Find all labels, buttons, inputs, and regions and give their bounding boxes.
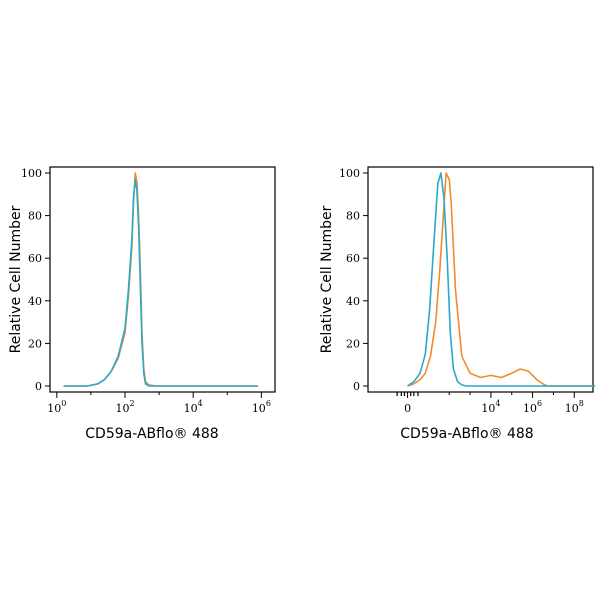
y-tick-label: 0: [35, 380, 42, 393]
y-tick-label: 40: [346, 295, 360, 308]
x-tick-label: 106: [252, 399, 271, 415]
x-tick-label: 100: [47, 399, 66, 415]
x-axis-label: CD59a-ABflo® 488: [400, 426, 533, 442]
chart-panel-1: 0 20 40 60 80 100 100 102 104 106 CD59a-ABflo® 488…: [8, 166, 276, 442]
plot-frame: [367, 166, 594, 393]
x-tick-label: 104: [481, 399, 500, 415]
x-axis-label: CD59a-ABflo® 488: [85, 426, 218, 442]
x-tick-label: 106: [523, 399, 542, 415]
x-tick-label: 104: [184, 399, 203, 415]
x-tick-label: 108: [565, 399, 584, 415]
chart-panel-2: 0 20 40 60 80 100 0 104 106 108 CD59a-ABflo® 488 Re…: [319, 166, 596, 442]
y-tick-label: 40: [28, 295, 42, 308]
y-tick-label: 100: [339, 167, 360, 180]
histogram-line-2: [407, 172, 596, 387]
plot-frame: [49, 166, 276, 393]
x-tick-label: 0: [404, 402, 411, 415]
y-tick-label: 60: [28, 252, 42, 265]
y-tick-label: 0: [353, 380, 360, 393]
y-axis-label: Relative Cell Number: [319, 205, 335, 353]
histogram-line-1: [407, 172, 596, 387]
histogram-line-2: [63, 178, 258, 387]
x-tick-label: 102: [115, 399, 134, 415]
y-tick-label: 100: [21, 167, 42, 180]
y-tick-label: 20: [346, 337, 360, 350]
histogram-line-1: [63, 172, 258, 387]
y-tick-label: 80: [28, 210, 42, 223]
y-tick-label: 80: [346, 210, 360, 223]
y-axis-label: Relative Cell Number: [8, 205, 24, 353]
y-tick-label: 20: [28, 337, 42, 350]
y-tick-label: 60: [346, 252, 360, 265]
